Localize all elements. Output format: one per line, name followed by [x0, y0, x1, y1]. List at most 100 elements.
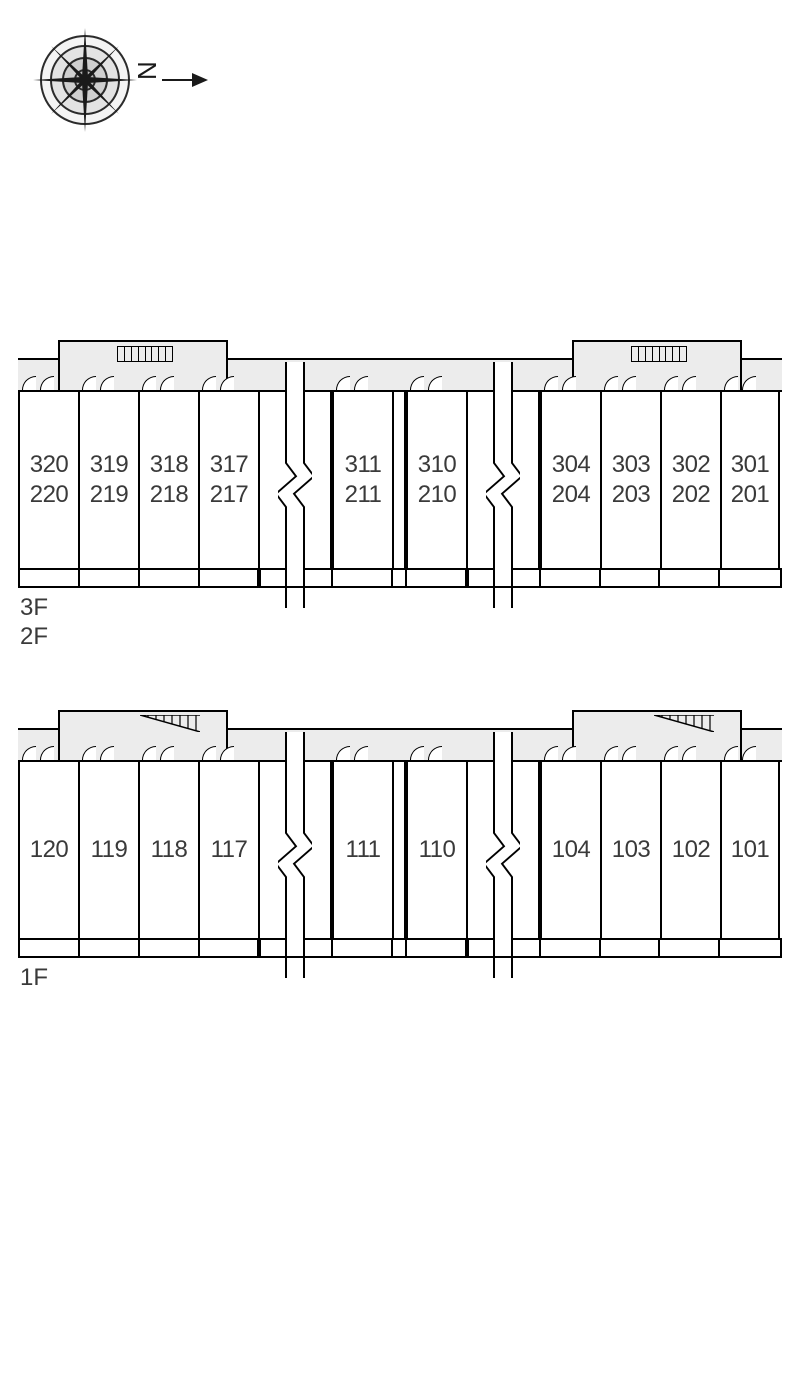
corridor [18, 340, 782, 390]
section-break [258, 762, 332, 938]
floor-labels: 3F2F [20, 594, 48, 652]
floor-label: 3F [20, 594, 48, 623]
unit-number: 203 [612, 480, 651, 510]
door-icon [562, 746, 576, 760]
door-icon [220, 376, 234, 390]
unit-number: 218 [150, 480, 189, 510]
unit-number: 217 [210, 480, 249, 510]
door-icon [40, 746, 54, 760]
door-icon [544, 376, 558, 390]
section-break [258, 392, 332, 568]
unit-number: 118 [151, 835, 188, 865]
door-icon [544, 746, 558, 760]
section-break [466, 762, 540, 938]
unit-number: 319 [90, 450, 129, 480]
compass: N [30, 20, 210, 145]
door-icon [160, 376, 174, 390]
floor-section-lower: 1201191181171111101041031021011F [18, 710, 782, 958]
unit-311: 311211 [332, 392, 392, 568]
door-icon [724, 746, 738, 760]
stair-icon [654, 715, 714, 732]
unit-number: 304 [552, 450, 591, 480]
unit-310: 310210 [406, 392, 466, 568]
unit-119: 119 [78, 762, 138, 938]
door-icon [742, 746, 756, 760]
stair-icon [140, 715, 200, 732]
floor-label: 1F [20, 964, 48, 993]
floor-section-upper: 3202203192193182183172173112113102103042… [18, 340, 782, 588]
unit-320: 320220 [18, 392, 78, 568]
unit-number: 220 [30, 480, 69, 510]
door-icon [428, 376, 442, 390]
door-icon [336, 376, 350, 390]
door-icon [142, 376, 156, 390]
door-icon [664, 746, 678, 760]
unit-number: 302 [672, 450, 711, 480]
unit-number: 103 [612, 835, 651, 865]
unit-304: 304204 [540, 392, 600, 568]
unit-120: 120 [18, 762, 78, 938]
unit-104: 104 [540, 762, 600, 938]
door-icon [220, 746, 234, 760]
unit-number: 317 [210, 450, 249, 480]
door-row [18, 376, 782, 390]
door-icon [202, 376, 216, 390]
unit-317: 317217 [198, 392, 258, 568]
unit-117: 117 [198, 762, 258, 938]
door-icon [22, 376, 36, 390]
unit-number: 117 [211, 835, 248, 865]
floor-plan-page: N 32022031921931821831721731121131021030… [0, 0, 800, 1373]
balcony-strip [18, 940, 782, 958]
unit-301: 301201 [720, 392, 780, 568]
unit-number: 219 [90, 480, 129, 510]
door-icon [410, 376, 424, 390]
unit-number: 211 [345, 480, 382, 510]
unit-number: 101 [731, 835, 770, 865]
unit-number: 303 [612, 450, 651, 480]
unit-number: 201 [731, 480, 770, 510]
door-icon [100, 746, 114, 760]
door-icon [622, 746, 636, 760]
unit-number: 104 [552, 835, 591, 865]
unit-number: 119 [91, 835, 128, 865]
center-gap [392, 392, 406, 568]
unit-number: 102 [672, 835, 711, 865]
door-icon [604, 376, 618, 390]
corridor [18, 710, 782, 760]
door-icon [604, 746, 618, 760]
door-icon [354, 376, 368, 390]
unit-103: 103 [600, 762, 660, 938]
door-icon [100, 376, 114, 390]
unit-303: 303203 [600, 392, 660, 568]
door-row [18, 746, 782, 760]
door-icon [428, 746, 442, 760]
door-icon [142, 746, 156, 760]
unit-118: 118 [138, 762, 198, 938]
door-icon [22, 746, 36, 760]
unit-302: 302202 [660, 392, 720, 568]
door-icon [682, 376, 696, 390]
section-break [466, 392, 540, 568]
door-icon [160, 746, 174, 760]
unit-319: 319219 [78, 392, 138, 568]
door-icon [40, 376, 54, 390]
unit-number: 310 [418, 450, 457, 480]
door-icon [742, 376, 756, 390]
compass-icon: N [30, 20, 210, 140]
door-icon [724, 376, 738, 390]
unit-number: 111 [346, 835, 381, 865]
floor-label: 2F [20, 623, 48, 652]
door-icon [562, 376, 576, 390]
door-icon [664, 376, 678, 390]
units-row: 120119118117111110104103102101 [18, 760, 782, 940]
units-row: 3202203192193182183172173112113102103042… [18, 390, 782, 570]
door-icon [682, 746, 696, 760]
door-icon [82, 746, 96, 760]
unit-number: 301 [731, 450, 770, 480]
unit-101: 101 [720, 762, 780, 938]
door-icon [410, 746, 424, 760]
door-icon [336, 746, 350, 760]
unit-111: 111 [332, 762, 392, 938]
floor-labels: 1F [20, 964, 48, 993]
door-icon [202, 746, 216, 760]
